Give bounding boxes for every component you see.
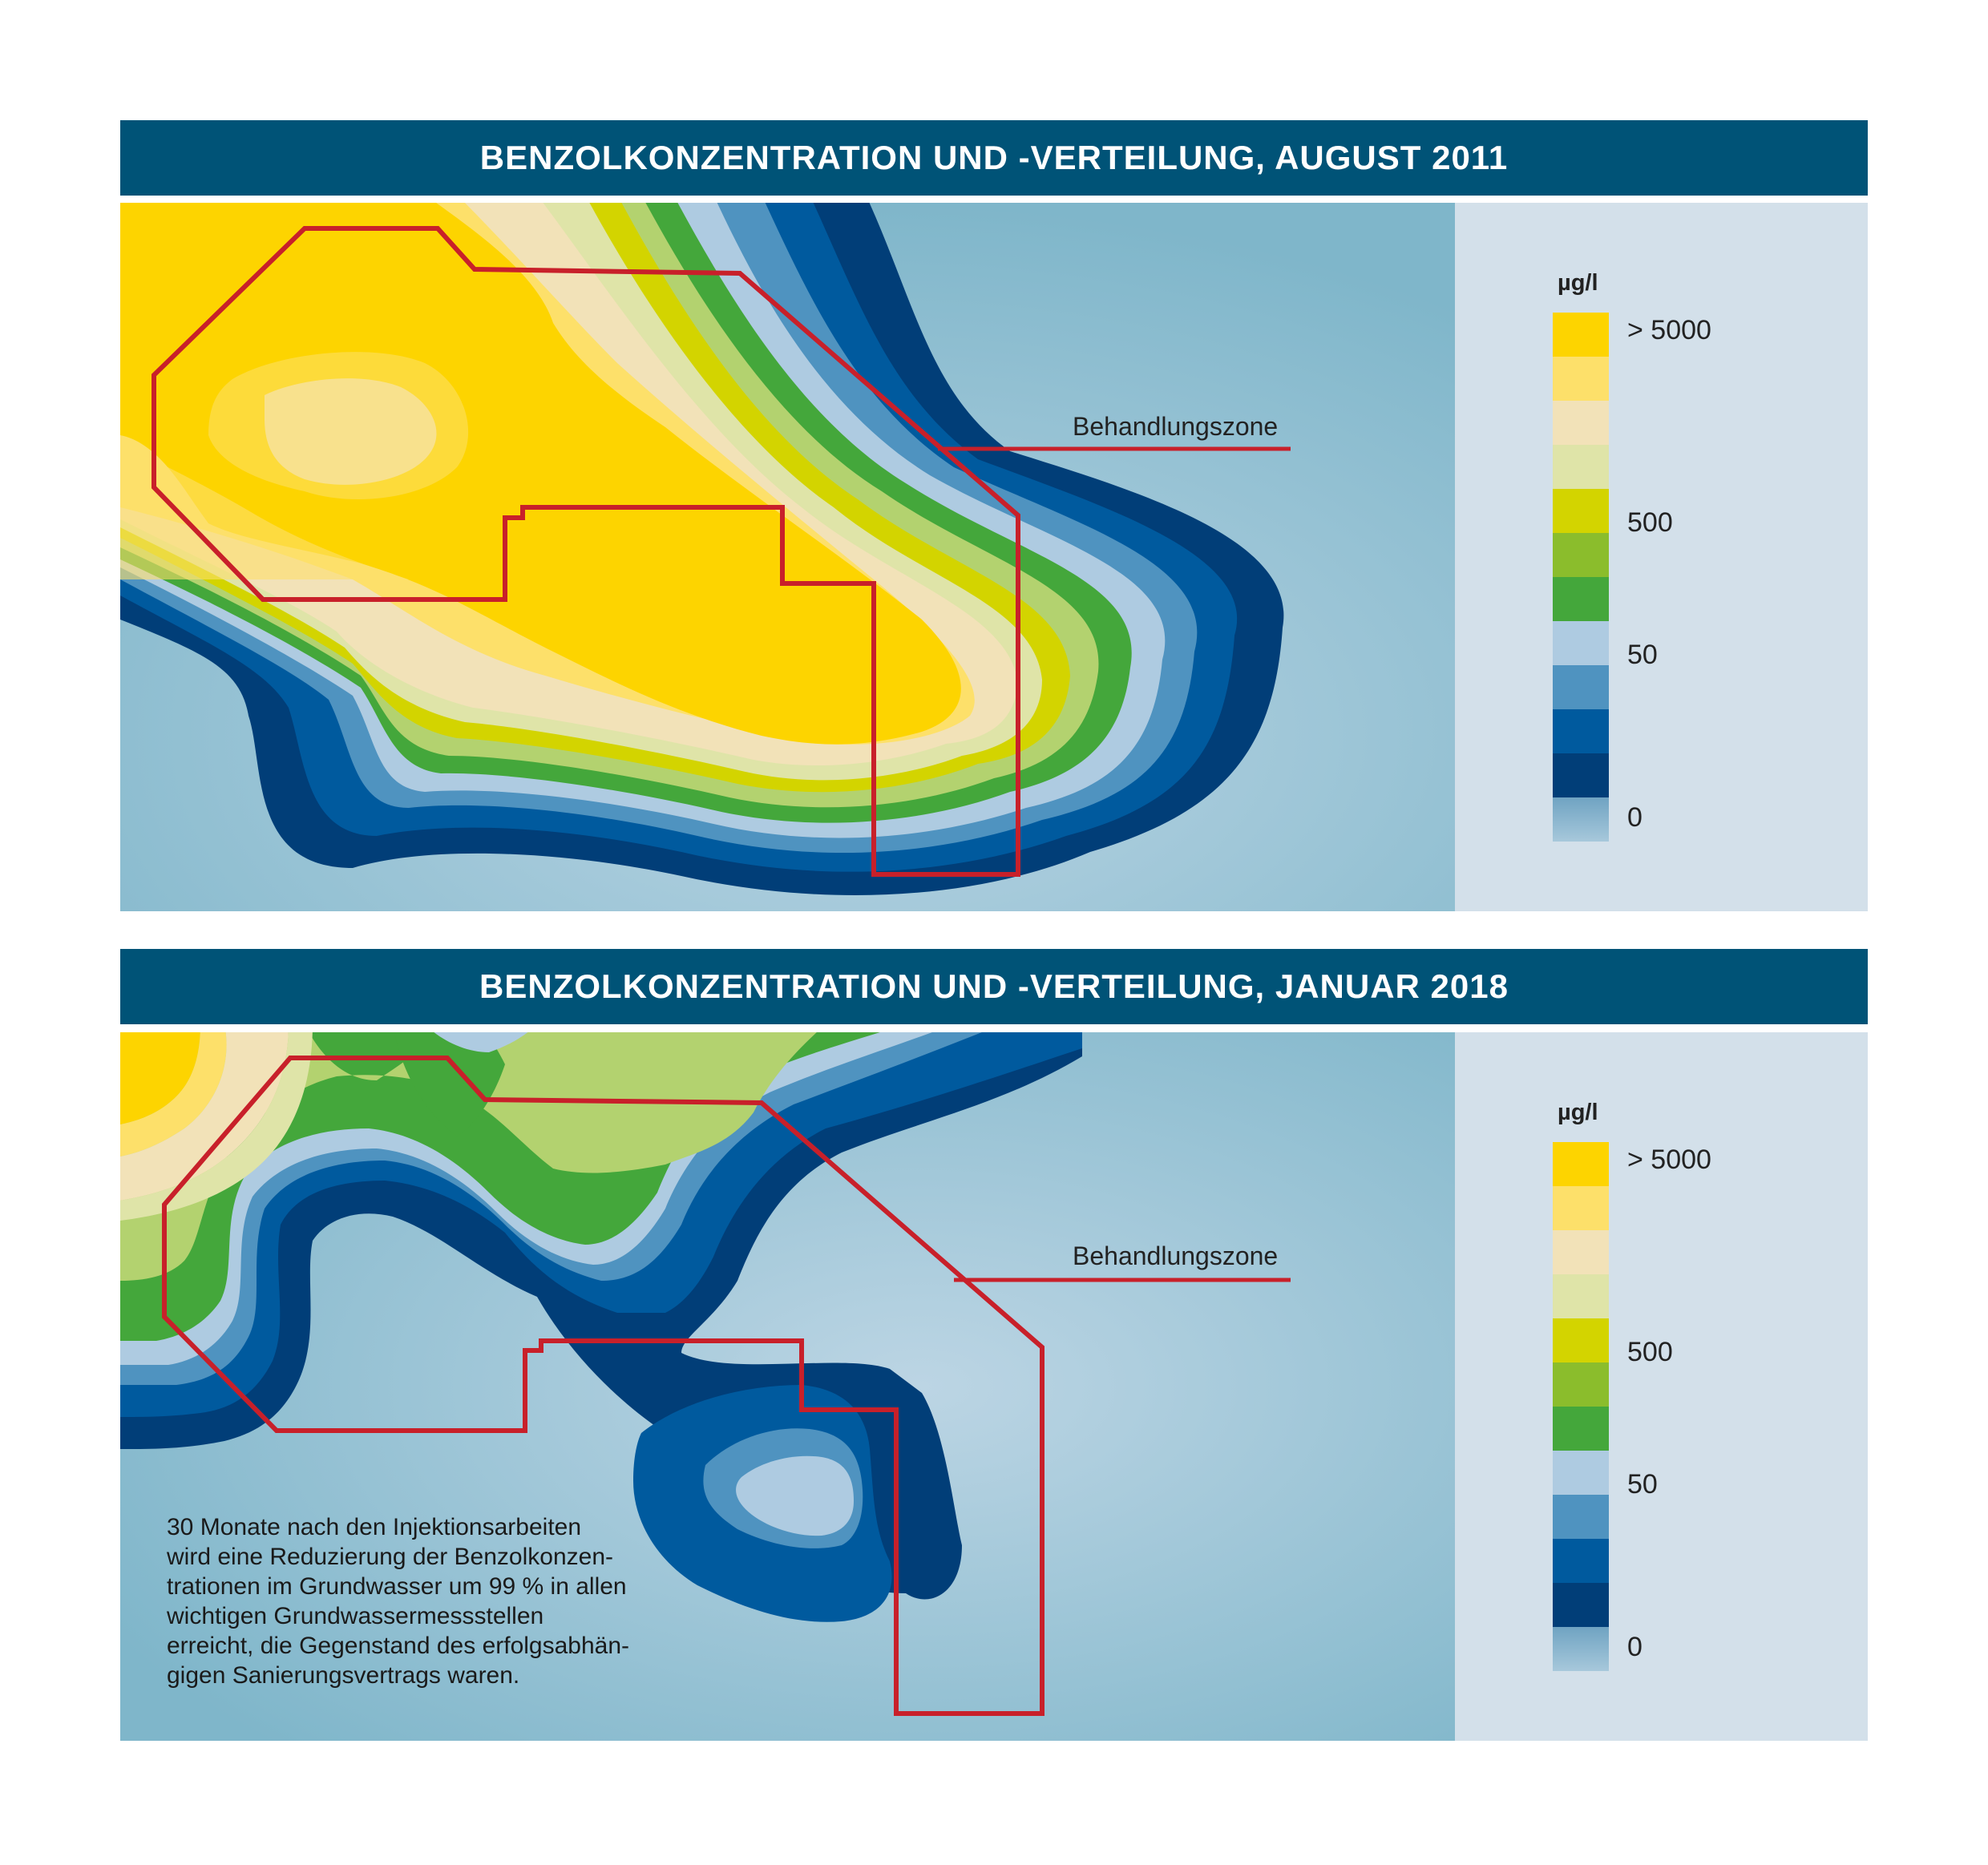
swatch-11 bbox=[1553, 753, 1609, 797]
band-500-700 bbox=[120, 1032, 817, 1281]
hotspot-outer bbox=[208, 352, 469, 499]
plume-bands-2018 bbox=[120, 1032, 1082, 1622]
band-over-5000 bbox=[120, 203, 961, 745]
swatch-4 bbox=[1553, 445, 1609, 489]
swatch-11 bbox=[1553, 1583, 1609, 1627]
treatment-zone-outline-2018 bbox=[162, 1056, 1045, 1716]
band-over-5000 bbox=[120, 1032, 200, 1124]
legend-label-50: 50 bbox=[1627, 1469, 1658, 1500]
zone-label-2011: Behandlungszone bbox=[1073, 412, 1278, 441]
legend-label-max: > 5000 bbox=[1627, 1144, 1711, 1175]
legend-label-0: 0 bbox=[1627, 1632, 1643, 1662]
swatch-7 bbox=[1553, 577, 1609, 621]
panel-title-2011: BENZOLKONZENTRATION UND -VERTEILUNG, AUG… bbox=[120, 120, 1868, 196]
swatch-8 bbox=[1553, 1451, 1609, 1495]
swatch-5 bbox=[1553, 489, 1609, 533]
swatch-8 bbox=[1553, 621, 1609, 665]
band-1000-2000 bbox=[120, 1032, 313, 1221]
band-150-300-top bbox=[434, 1032, 528, 1052]
zone-label-2018: Behandlungszone bbox=[1073, 1241, 1278, 1270]
lower-left-light bbox=[120, 443, 409, 579]
legend-label-50: 50 bbox=[1627, 640, 1658, 670]
swatch-10 bbox=[1553, 1539, 1609, 1583]
hotspot-band-150-300 bbox=[736, 1455, 854, 1536]
swatch-12 bbox=[1553, 797, 1609, 842]
concentration-map-2011: Behandlungszone bbox=[120, 203, 1455, 911]
legend-label-500: 500 bbox=[1627, 1337, 1673, 1367]
result-note: 30 Monate nach den Injektionsarbeiten wi… bbox=[167, 1514, 630, 1689]
legend-label-0: 0 bbox=[1627, 802, 1643, 833]
swatch-3 bbox=[1553, 1230, 1609, 1274]
legend-2011: µg/l > 5000 500 50 0 bbox=[1455, 203, 1868, 911]
panel-title-2018: BENZOLKONZENTRATION UND -VERTEILUNG, JAN… bbox=[120, 949, 1868, 1024]
swatch-2 bbox=[1553, 357, 1609, 401]
plume-bands-2011 bbox=[120, 203, 1284, 895]
band-3000-5000 bbox=[120, 1032, 227, 1157]
swatch-7 bbox=[1553, 1407, 1609, 1451]
legend-label-500: 500 bbox=[1627, 507, 1673, 538]
swatch-12 bbox=[1553, 1627, 1609, 1671]
legend-unit: µg/l bbox=[1558, 1100, 1598, 1125]
swatch-4 bbox=[1553, 1274, 1609, 1318]
legend-2018: µg/l > 5000 500 50 0 bbox=[1455, 1032, 1868, 1741]
swatch-6 bbox=[1553, 1362, 1609, 1407]
legend-label-max: > 5000 bbox=[1627, 315, 1711, 345]
concentration-map-2018: Behandlungszone bbox=[120, 1032, 1455, 1741]
swatch-3 bbox=[1553, 401, 1609, 445]
swatch-9 bbox=[1553, 665, 1609, 709]
swatch-2 bbox=[1553, 1186, 1609, 1230]
swatch-9 bbox=[1553, 1495, 1609, 1539]
swatch-6 bbox=[1553, 533, 1609, 577]
swatch-1 bbox=[1553, 1142, 1609, 1186]
band-2000-3000 bbox=[120, 1032, 289, 1201]
swatch-5 bbox=[1553, 1318, 1609, 1362]
legend-unit: µg/l bbox=[1558, 270, 1598, 296]
swatch-10 bbox=[1553, 709, 1609, 753]
treatment-zone-outline-2011 bbox=[152, 226, 1020, 877]
swatch-1 bbox=[1553, 313, 1609, 357]
